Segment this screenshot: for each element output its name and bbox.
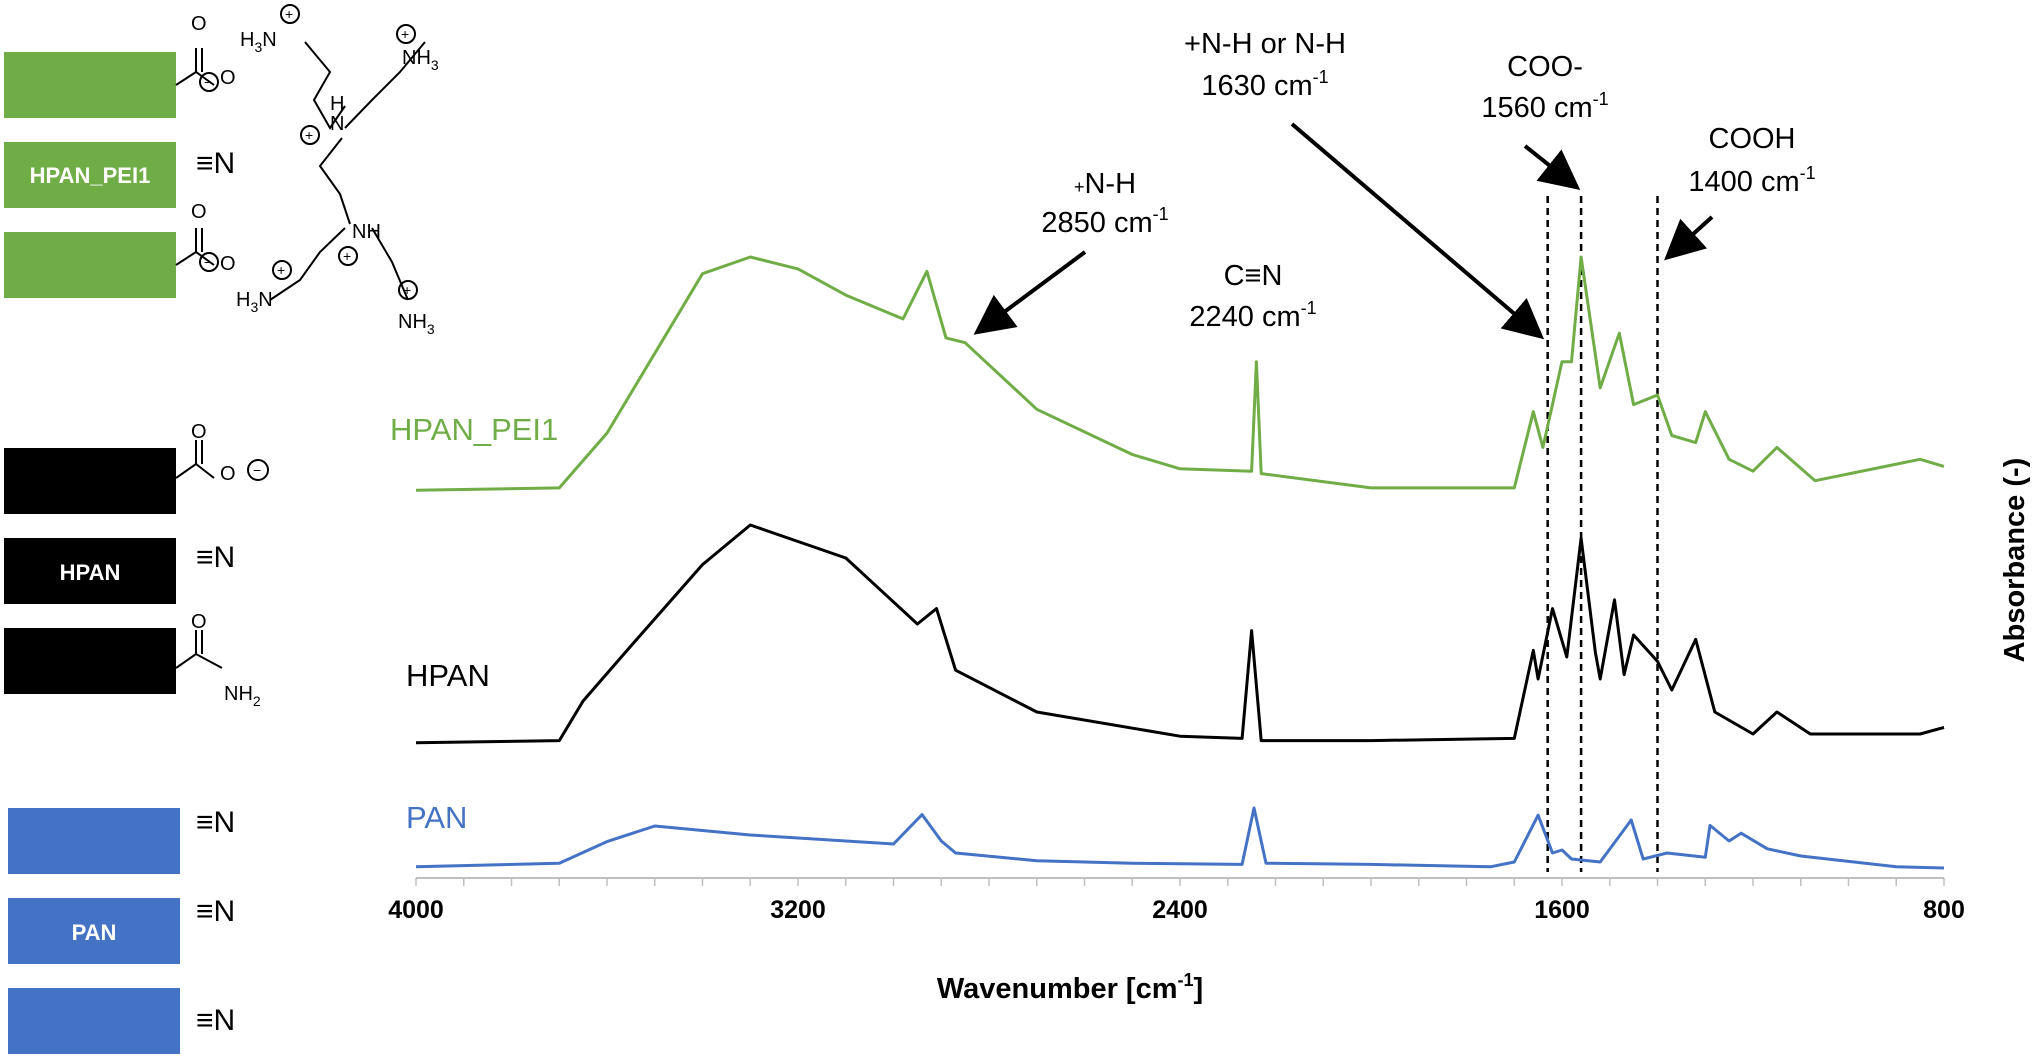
negative-charge-text: − <box>253 462 261 478</box>
svg-text:−: − <box>204 254 212 270</box>
x-tick-label: 800 <box>1923 896 1965 924</box>
svg-text:−: − <box>204 74 212 90</box>
structure-panel: HPAN_PEI1 ≡N O O O O H3N <box>4 4 439 1054</box>
annotation-1630-arrow <box>1290 122 1545 340</box>
annotation-1630-title: +N-H or N-H <box>1184 28 1346 60</box>
series-line-hpan <box>415 523 1945 745</box>
svg-text:O: O <box>191 13 207 35</box>
nitrile-label: ≡N <box>196 1004 235 1037</box>
carbonyl-oxygen-text: O <box>191 421 207 443</box>
hpan-pei1-box-top <box>4 52 176 118</box>
svg-text:H3N: H3N <box>240 29 277 55</box>
pei-structure-text: O O O O H3N NH3 H N NH H3N NH3 − − + + +… <box>191 6 439 337</box>
nitrile-label: ≡N <box>196 147 235 180</box>
pan-box-label: PAN <box>72 920 117 945</box>
pan-box-top <box>8 808 180 874</box>
annotation-1560-arrow <box>1523 144 1581 190</box>
annotation-1560-title: COO- <box>1507 51 1583 83</box>
svg-text:+: + <box>343 248 351 264</box>
svg-text:H3N: H3N <box>236 289 273 315</box>
x-axis-title: Wavenumber [cm-1] <box>937 970 1203 1005</box>
annotation-1400-arrow <box>1664 215 1714 261</box>
series-line-hpan-pei1 <box>415 255 1945 492</box>
x-tick-label: 1600 <box>1534 896 1590 924</box>
hpan-box-middle <box>4 538 176 604</box>
svg-text:+: + <box>403 282 411 298</box>
hpan-box-top <box>4 448 176 514</box>
hpan-box-label: HPAN <box>60 560 121 585</box>
nitrile-label: ≡N <box>196 895 235 928</box>
svg-text:+: + <box>401 26 409 42</box>
plot-area <box>415 196 1945 872</box>
hpan-pei1-box-bottom <box>4 232 176 298</box>
series-label-hpan-pei1: HPAN_PEI1 <box>390 412 558 447</box>
series-line-pan <box>415 806 1945 870</box>
pei-structure-icon <box>175 4 426 301</box>
annotation-2240: C≡N 2240 cm-1 <box>1189 260 1316 333</box>
svg-text:+: + <box>305 127 313 143</box>
carboxylate-icon <box>175 440 269 481</box>
hpan-box-bottom <box>4 628 176 694</box>
svg-text:H: H <box>330 93 344 115</box>
annotation-2850-wavenumber: 2850 cm-1 <box>1041 204 1168 239</box>
series-label-hpan: HPAN <box>406 658 490 693</box>
x-tick-label: 2400 <box>1152 896 1208 924</box>
svg-text:O: O <box>191 201 207 223</box>
annotation-1630: +N-H or N-H 1630 cm-1 <box>1184 28 1545 340</box>
annotation-2850: +N-H 2850 cm-1 <box>973 168 1169 335</box>
pan-box-bottom <box>8 988 180 1054</box>
hpan-pei1-box-label: HPAN_PEI1 <box>30 163 151 188</box>
x-tick-label: 3200 <box>770 896 826 924</box>
svg-text:O: O <box>220 67 236 89</box>
annotation-2240-title: C≡N <box>1224 260 1283 292</box>
annotation-2850-title: +N-H <box>1074 168 1136 200</box>
x-tick-label: 4000 <box>388 896 444 924</box>
svg-text:O: O <box>220 253 236 275</box>
y-axis-title: Absorbance (-) <box>1999 458 2031 663</box>
series-label-pan: PAN <box>406 800 467 835</box>
amide-icon <box>175 630 223 669</box>
annotation-1560: COO- 1560 cm-1 <box>1481 51 1609 190</box>
annotation-1400-title: COOH <box>1709 123 1796 155</box>
hpan-pei1-box-middle <box>4 142 176 208</box>
svg-text:+: + <box>285 6 293 22</box>
svg-text:+: + <box>277 262 285 278</box>
annotation-1400-wavenumber: 1400 cm-1 <box>1688 163 1815 198</box>
annotation-2850-arrow <box>973 250 1087 335</box>
svg-text:N: N <box>330 113 344 135</box>
svg-text:NH3: NH3 <box>398 311 435 337</box>
annotation-1560-wavenumber: 1560 cm-1 <box>1481 89 1608 124</box>
annotation-1630-wavenumber: 1630 cm-1 <box>1201 67 1328 102</box>
carboxylate-oxygen-text: O <box>220 463 236 485</box>
svg-text:NH3: NH3 <box>402 47 439 73</box>
nitrile-label: ≡N <box>196 541 235 574</box>
amide-nh2-text: NH2 <box>224 683 261 709</box>
x-axis-ticks: 4000 3200 2400 1600 800 <box>388 878 1965 924</box>
annotation-2240-wavenumber: 2240 cm-1 <box>1189 298 1316 333</box>
annotation-1400: COOH 1400 cm-1 <box>1664 123 1816 261</box>
nitrile-label: ≡N <box>196 806 235 839</box>
amide-oxygen-text: O <box>191 611 207 633</box>
svg-text:NH: NH <box>352 221 381 243</box>
pan-box-middle <box>8 898 180 964</box>
